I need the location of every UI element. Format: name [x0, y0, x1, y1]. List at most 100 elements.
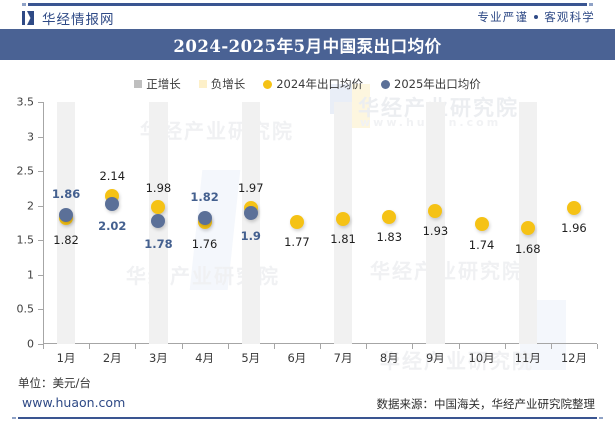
- y-axis-tick: [38, 344, 43, 345]
- data-point-2025-4[interactable]: [197, 211, 212, 226]
- chart-canvas: 华经产业研究院 www.huaon.com 华经产业研究院 华经产业研究院 华经…: [0, 60, 615, 373]
- y-axis-label: 3.5: [16, 95, 35, 109]
- data-label-y2025: 1.86: [51, 187, 81, 202]
- footer-site-link[interactable]: www.huaon.com: [22, 395, 126, 410]
- x-axis-label: 9月: [425, 351, 445, 365]
- y-axis-tick: [38, 136, 43, 138]
- footer-accent-rule: [12, 416, 603, 419]
- legend-label: 正增长: [146, 77, 181, 91]
- data-label-y2024: 1.74: [468, 237, 495, 252]
- legend-swatch-square-icon: [198, 80, 207, 88]
- data-point-2024-3[interactable]: [151, 200, 166, 215]
- legend-item-4[interactable]: 2025年出口均价: [381, 76, 481, 92]
- data-label-y2024: 1.98: [145, 181, 172, 196]
- legend-swatch-circle-icon: [263, 79, 273, 89]
- y-axis-tick: [38, 102, 43, 103]
- category-band: [241, 102, 260, 344]
- data-label-y2024: 2.14: [99, 169, 126, 184]
- data-point-2024-12[interactable]: [566, 201, 581, 216]
- x-axis-label: 6月: [287, 351, 307, 365]
- x-axis-label: 10月: [468, 351, 495, 365]
- x-axis-label: 12月: [560, 351, 587, 365]
- x-axis-tick: [227, 344, 229, 349]
- x-axis-label: 7月: [333, 351, 353, 365]
- legend-item-2[interactable]: 负增长: [198, 76, 245, 92]
- data-point-2025-1[interactable]: [59, 208, 74, 223]
- data-point-2025-2[interactable]: [105, 197, 120, 212]
- unit-note: 单位：美元/台: [18, 376, 91, 390]
- y-axis-label: 0: [27, 337, 34, 351]
- data-label-y2025: 1.82: [190, 190, 219, 205]
- chart-legend: 正增长 负增长 2024年出口均价 2025年出口均价: [0, 76, 615, 92]
- page-title: 2024-2025年5月中国泵出口均价: [173, 36, 442, 56]
- y-axis-tick: [38, 171, 43, 173]
- data-label-y2025: 2.02: [98, 219, 127, 234]
- data-point-2025-5[interactable]: [243, 205, 258, 220]
- data-label-y2024: 1.81: [330, 231, 356, 246]
- x-axis-tick: [181, 344, 183, 349]
- x-axis-tick: [504, 344, 506, 349]
- page-footer: www.huaon.com 数据来源：中国海关，华经产业研究院整理: [0, 393, 615, 419]
- data-point-2025-3[interactable]: [151, 213, 166, 228]
- data-label-y2024: 1.82: [53, 233, 79, 248]
- x-axis-tick: [366, 344, 368, 349]
- brand-tagline: 专业严谨 客观科学: [477, 9, 595, 25]
- x-axis-label: 11月: [514, 351, 541, 365]
- data-point-2024-7[interactable]: [336, 211, 351, 226]
- y-axis-tick: [38, 240, 43, 242]
- data-point-2024-10[interactable]: [474, 216, 489, 231]
- chart-title-band: 2024-2025年5月中国泵出口均价: [0, 29, 615, 60]
- legend-label: 2024年出口均价: [276, 77, 363, 91]
- category-band: [426, 102, 445, 344]
- y-axis-label: 1: [27, 268, 34, 282]
- x-axis-tick: [320, 344, 321, 349]
- x-axis-tick: [273, 344, 275, 349]
- y-axis-label: 1.5: [16, 233, 35, 247]
- tagline-right-text: 客观科学: [544, 10, 595, 24]
- x-axis-label: 8月: [379, 351, 399, 365]
- x-axis-tick: [597, 344, 598, 349]
- legend-item-1[interactable]: 正增长: [134, 76, 181, 92]
- x-axis-line: [43, 343, 597, 344]
- legend-item-3[interactable]: 2024年出口均价: [263, 76, 363, 92]
- y-axis-tick: [38, 309, 43, 311]
- x-axis-label: 2月: [102, 351, 122, 365]
- x-axis-label: 1月: [56, 351, 76, 365]
- y-axis-label: 2.5: [16, 164, 35, 178]
- data-point-2024-6[interactable]: [289, 214, 304, 229]
- y-axis-label: 0.5: [16, 302, 35, 316]
- y-axis-label: 2: [27, 199, 34, 213]
- tagline-separator-dot-icon: [534, 15, 539, 19]
- x-axis-tick: [43, 344, 44, 349]
- legend-swatch-circle-icon: [381, 79, 390, 89]
- data-label-y2024: 1.76: [191, 237, 218, 252]
- data-label-y2024: 1.77: [284, 234, 310, 249]
- brand-header: 华经情报网 专业严谨 客观科学: [0, 6, 615, 30]
- top-accent-rule: [22, 3, 593, 6]
- huaon-logo-icon: [22, 11, 35, 25]
- data-label-y2025: 1.9: [240, 228, 261, 243]
- y-axis-label: 3: [27, 130, 34, 144]
- footer-source-text: 数据来源：中国海关，华经产业研究院整理: [376, 397, 596, 411]
- data-point-2024-8[interactable]: [382, 210, 397, 225]
- legend-swatch-square-icon: [134, 80, 143, 88]
- x-axis-tick: [89, 344, 91, 349]
- brand-logo[interactable]: 华经情报网: [22, 8, 115, 28]
- x-axis-label: 4月: [195, 351, 214, 365]
- plot-area: 0 0.5 1 1.5 2 2.5 3 3.5 1月 2月 3月 4月 5月 6月 7月 8月 9月 10月 11月…: [17, 96, 598, 365]
- data-label-y2024: 1.68: [514, 241, 541, 256]
- data-label-y2024: 1.96: [561, 221, 587, 236]
- brand-name-text: 华经情报网: [42, 12, 115, 28]
- legend-label: 2025年出口均价: [394, 77, 481, 91]
- watermark-name-5: 华经产业研究院: [380, 349, 534, 373]
- data-label-y2025: 1.78: [144, 236, 173, 251]
- x-axis-tick: [550, 344, 552, 349]
- y-axis-line: [43, 102, 44, 344]
- data-point-2024-9[interactable]: [428, 203, 443, 218]
- data-point-2024-11[interactable]: [520, 220, 535, 235]
- data-label-y2024: 1.97: [237, 180, 264, 195]
- x-axis-tick: [135, 344, 137, 349]
- data-label-y2024: 1.83: [376, 230, 403, 245]
- y-axis-tick: [38, 274, 43, 276]
